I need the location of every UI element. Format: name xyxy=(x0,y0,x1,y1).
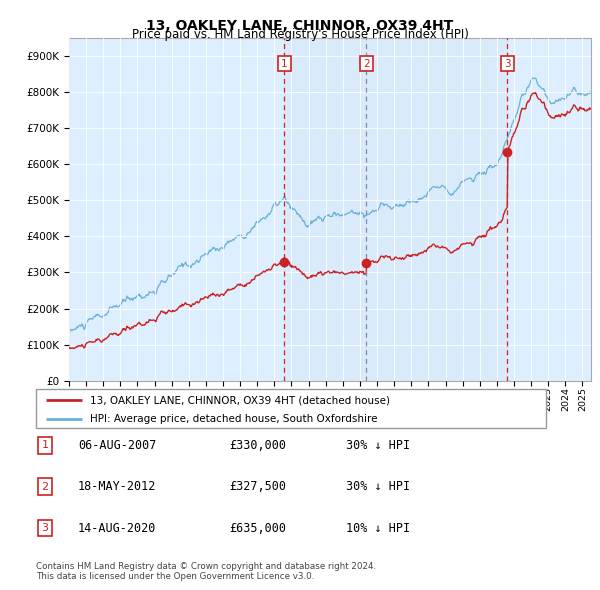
Text: 1: 1 xyxy=(41,441,49,450)
Text: 13, OAKLEY LANE, CHINNOR, OX39 4HT (detached house): 13, OAKLEY LANE, CHINNOR, OX39 4HT (deta… xyxy=(89,395,389,405)
Text: 2: 2 xyxy=(363,58,370,68)
Text: 06-AUG-2007: 06-AUG-2007 xyxy=(78,439,156,452)
Text: Price paid vs. HM Land Registry's House Price Index (HPI): Price paid vs. HM Land Registry's House … xyxy=(131,28,469,41)
Text: 14-AUG-2020: 14-AUG-2020 xyxy=(78,522,156,535)
Text: £635,000: £635,000 xyxy=(229,522,287,535)
Text: £327,500: £327,500 xyxy=(229,480,287,493)
Text: 2: 2 xyxy=(41,482,49,491)
FancyBboxPatch shape xyxy=(36,389,546,428)
Bar xyxy=(284,38,366,381)
Text: £330,000: £330,000 xyxy=(229,439,287,452)
Text: 18-MAY-2012: 18-MAY-2012 xyxy=(78,480,156,493)
Bar xyxy=(366,38,508,381)
Text: 3: 3 xyxy=(504,58,511,68)
Text: 30% ↓ HPI: 30% ↓ HPI xyxy=(346,439,410,452)
Text: 13, OAKLEY LANE, CHINNOR, OX39 4HT: 13, OAKLEY LANE, CHINNOR, OX39 4HT xyxy=(146,19,454,33)
Text: 30% ↓ HPI: 30% ↓ HPI xyxy=(346,480,410,493)
Text: HPI: Average price, detached house, South Oxfordshire: HPI: Average price, detached house, Sout… xyxy=(89,414,377,424)
Text: 1: 1 xyxy=(281,58,287,68)
Text: Contains HM Land Registry data © Crown copyright and database right 2024.
This d: Contains HM Land Registry data © Crown c… xyxy=(36,562,376,581)
Text: 3: 3 xyxy=(41,523,49,533)
Text: 10% ↓ HPI: 10% ↓ HPI xyxy=(346,522,410,535)
